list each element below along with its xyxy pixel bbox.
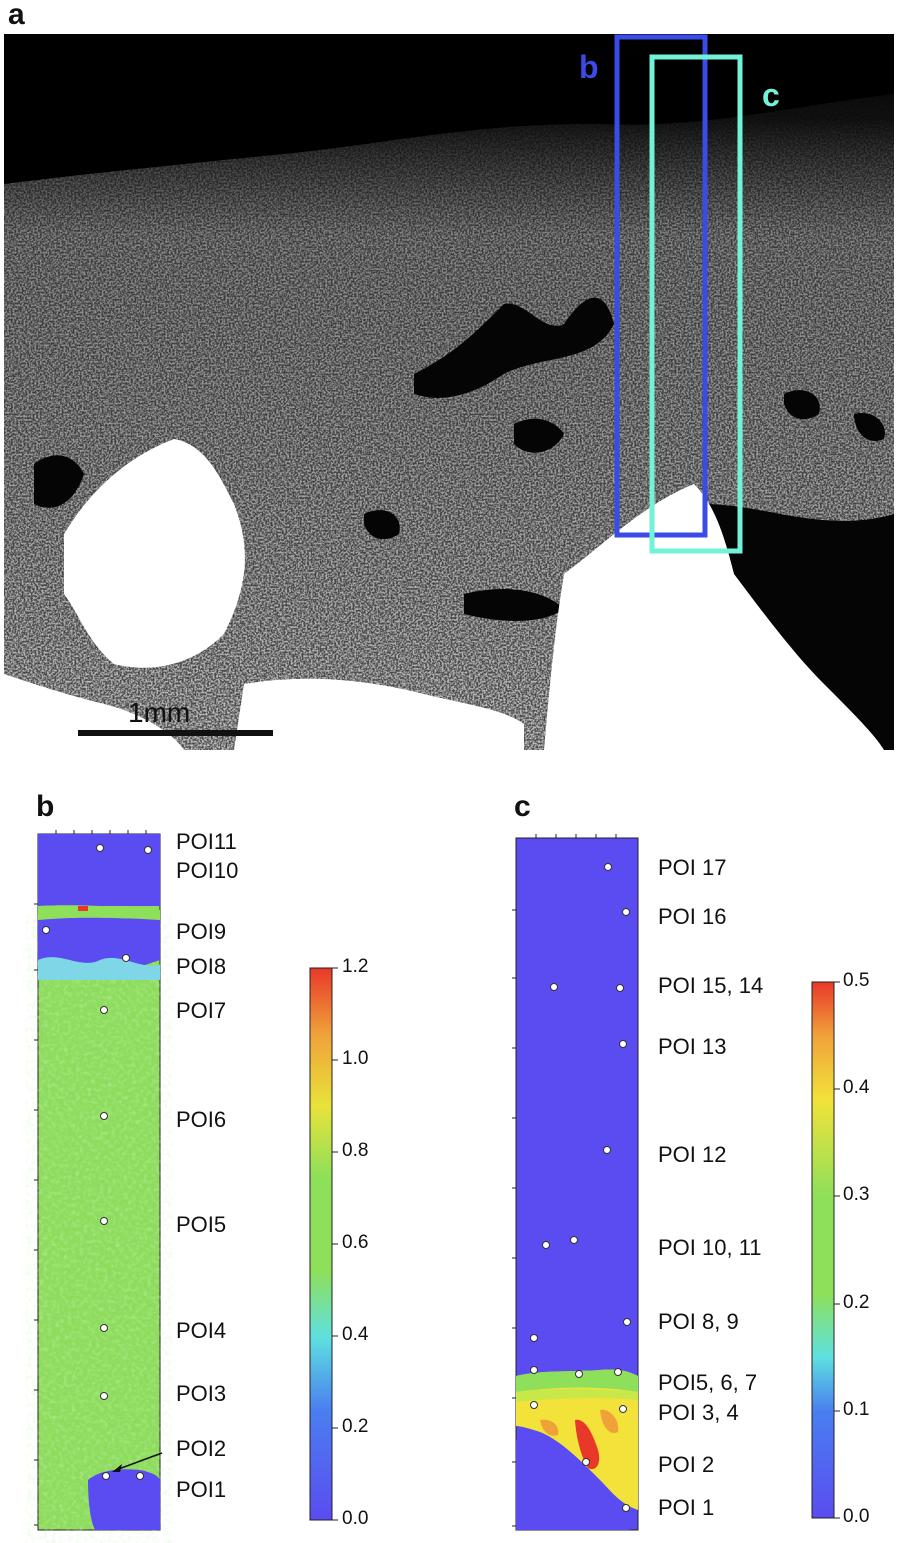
poi-label-b-4: POI4 <box>176 1318 227 1343</box>
colorbar-b-tick: 0.0 <box>342 1508 369 1529</box>
colorbar-b-tick: 0.8 <box>342 1140 369 1161</box>
poi-label-c-13: POI 13 <box>658 1034 727 1059</box>
colorbar-b <box>309 967 333 1521</box>
panel-b-map <box>34 830 338 1531</box>
colorbar-c-tick: 0.1 <box>843 1399 870 1420</box>
colorbar-c-tick: 0.5 <box>843 970 870 991</box>
colorbar-c-tick: 0.2 <box>843 1292 870 1313</box>
box-c-label: c <box>762 77 780 113</box>
poi-label-b-2: POI2 <box>176 1436 227 1461</box>
poi-label-b-7: POI7 <box>176 998 227 1023</box>
poi-label-c-5-6-7: POI5, 6, 7 <box>658 1370 758 1395</box>
region-c-box <box>649 54 743 554</box>
region-b-box <box>614 34 708 538</box>
poi-label-c-17: POI 17 <box>658 855 727 880</box>
poi-label-c-2: POI 2 <box>658 1452 715 1477</box>
colorbar-b-tick: 0.6 <box>342 1232 369 1253</box>
poi-label-c-3-4: POI 3, 4 <box>658 1400 739 1425</box>
colorbar-c <box>811 981 835 1519</box>
poi-label-c-15-14: POI 15, 14 <box>658 973 764 998</box>
poi-label-b-6: POI6 <box>176 1107 227 1132</box>
panel-b-letter: b <box>36 790 55 823</box>
panel-a-letter: a <box>8 0 25 31</box>
micrograph-image: b c 1mm <box>4 34 894 750</box>
poi-markers <box>530 863 631 1512</box>
colorbar-b-tick: 0.4 <box>342 1324 369 1345</box>
scale-bar <box>78 730 273 736</box>
poi-label-b-8: POI8 <box>176 954 227 979</box>
poi-label-b-11: POI11 <box>176 829 237 854</box>
colorbar-b-tick: 1.2 <box>342 956 369 977</box>
poi-label-c-12: POI 12 <box>658 1142 727 1167</box>
poi-label-b-1: POI1 <box>176 1477 227 1502</box>
panel-c-letter: c <box>514 790 531 823</box>
scale-bar-label: 1mm <box>128 697 190 728</box>
poi-label-b-9: POI9 <box>176 919 227 944</box>
colorbar-c-tick: 0.4 <box>843 1077 870 1098</box>
poi-label-c-16: POI 16 <box>658 904 727 929</box>
poi-label-b-3: POI3 <box>176 1381 227 1406</box>
box-b-label: b <box>579 49 599 85</box>
poi-label-b-10: POI10 <box>176 858 239 883</box>
colorbar-b-tick: 0.2 <box>342 1416 369 1437</box>
poi-label-c-10-11: POI 10, 11 <box>658 1235 762 1260</box>
poi-label-c-8-9: POI 8, 9 <box>658 1309 739 1334</box>
colorbar-c-tick: 0.3 <box>843 1184 870 1205</box>
poi-markers <box>42 844 152 1480</box>
colorbar-c-tick: 0.0 <box>843 1506 870 1527</box>
poi-label-c-1: POI 1 <box>658 1495 715 1520</box>
poi-label-b-5: POI5 <box>176 1212 227 1237</box>
colorbar-b-tick: 1.0 <box>342 1048 369 1069</box>
panel-c-map <box>512 834 840 1531</box>
